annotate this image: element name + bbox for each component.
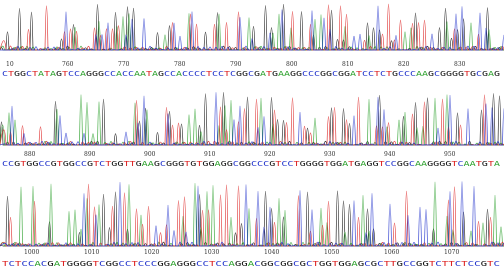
position-label: 880 [24, 151, 36, 158]
position-label: 780 [174, 61, 186, 68]
position-label: 1040 [264, 249, 279, 256]
position-label: 920 [264, 151, 276, 158]
position-label: 1010 [84, 249, 99, 256]
position-label: 1060 [384, 249, 399, 256]
position-label: 1000 [24, 249, 39, 256]
position-label: 1050 [324, 249, 339, 256]
position-label: 940 [384, 151, 396, 158]
position-label: 760 [62, 61, 74, 68]
position-label: 820 [398, 61, 410, 68]
position-label: 790 [230, 61, 242, 68]
position-label: 900 [144, 151, 156, 158]
position-label: 1030 [204, 249, 219, 256]
trace [0, 182, 504, 246]
position-label: 1070 [444, 249, 459, 256]
position-label: 930 [324, 151, 336, 158]
position-label: 770 [118, 61, 130, 68]
position-label: 10 [6, 61, 14, 68]
position-label: 830 [454, 61, 466, 68]
chromatogram: 10 760 770 780 790 800 810 820 830CTGGCTATAGTCCA… [0, 0, 504, 280]
position-label: 910 [204, 151, 216, 158]
position-label: 800 [286, 61, 298, 68]
position-label: 810 [342, 61, 354, 68]
position-label: 1020 [144, 249, 159, 256]
position-label: 950 [444, 151, 456, 158]
trace [0, 92, 504, 145]
position-label: 890 [84, 151, 96, 158]
